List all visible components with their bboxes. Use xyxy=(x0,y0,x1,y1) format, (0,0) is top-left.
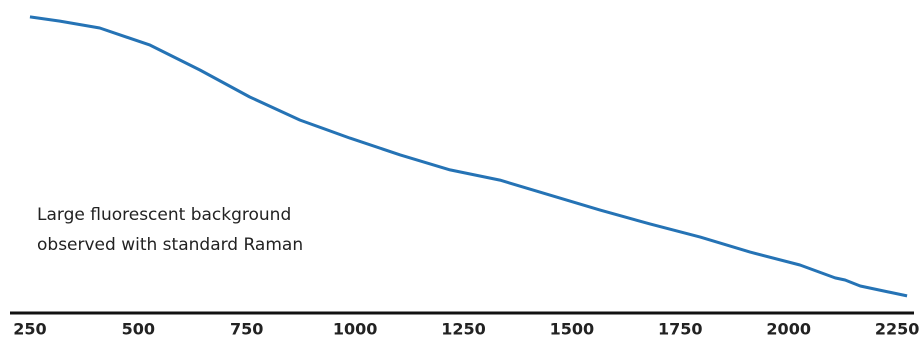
x-tick-label: 1000 xyxy=(333,320,378,339)
x-tick-label: 250 xyxy=(13,320,46,339)
x-tick-label: 2000 xyxy=(766,320,811,339)
x-tick-label: 750 xyxy=(230,320,263,339)
x-tick-label: 1500 xyxy=(550,320,595,339)
x-tick-label: 1250 xyxy=(441,320,486,339)
x-tick-label: 2250 xyxy=(875,320,920,339)
x-tick-label: 500 xyxy=(122,320,155,339)
annotation: observed with standard Raman xyxy=(37,235,303,255)
annotation: Large fluorescent background xyxy=(37,205,291,225)
x-tick-label: 1750 xyxy=(658,320,703,339)
data-line xyxy=(29,15,908,298)
